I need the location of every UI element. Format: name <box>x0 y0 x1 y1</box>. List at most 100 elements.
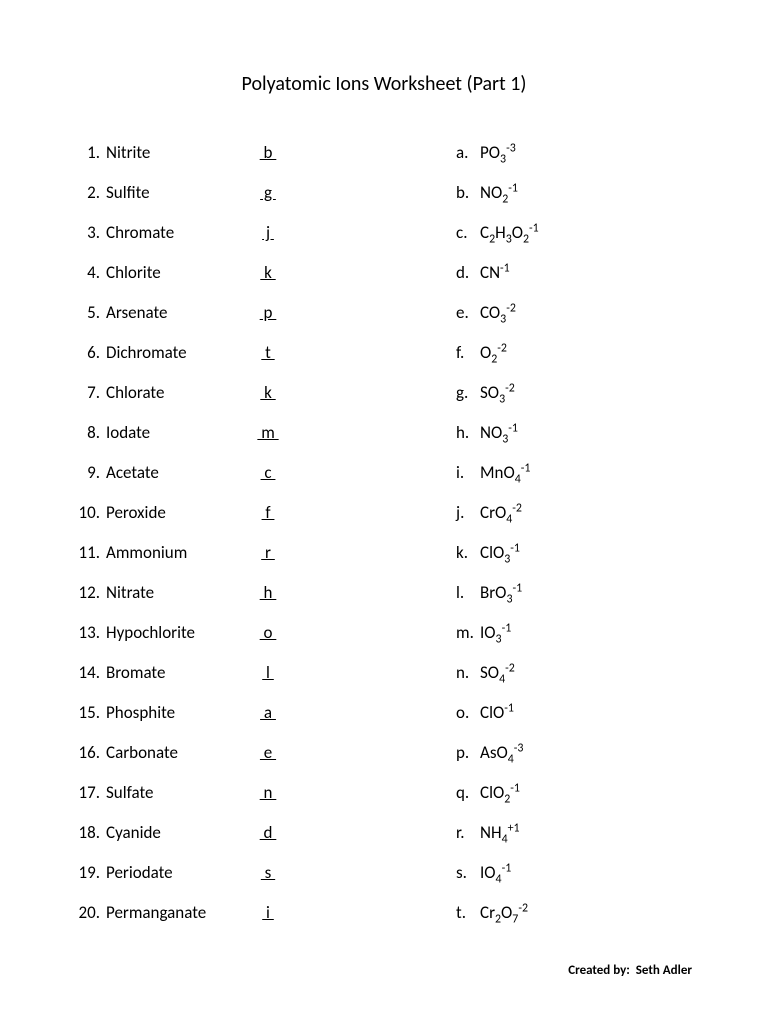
answer-letter: f <box>262 504 275 521</box>
answer-letter: k <box>260 384 275 401</box>
option-letter: s. <box>456 864 480 881</box>
answer-letter: a <box>260 704 276 721</box>
chemical-formula: O2-2 <box>480 344 692 361</box>
answer-letter: h <box>260 584 277 601</box>
item-number: 14. <box>76 664 106 681</box>
ion-name: Chlorate <box>106 384 246 401</box>
option-letter: f. <box>456 344 480 361</box>
chemical-formula: SO3-2 <box>480 384 692 401</box>
name-row: 3.Chromate j <box>76 224 396 244</box>
name-row: 1.Nitrite b <box>76 144 396 164</box>
option-letter: p. <box>456 744 480 761</box>
credit-label: Created by: <box>568 963 630 978</box>
name-row: 10.Peroxide f <box>76 504 396 524</box>
ion-name: Bromate <box>106 664 246 681</box>
answer-letter: m <box>257 424 278 441</box>
chemical-formula: ClO3-1 <box>480 544 692 561</box>
credit-name: Seth Adler <box>636 963 692 978</box>
answer-letter: c <box>261 464 276 481</box>
chemical-formula: MnO4-1 <box>480 464 692 481</box>
option-letter: c. <box>456 224 480 241</box>
name-row: 15.Phosphite a <box>76 704 396 724</box>
item-number: 4. <box>76 264 106 281</box>
item-number: 3. <box>76 224 106 241</box>
name-row: 7.Chlorate k <box>76 384 396 404</box>
option-letter: i. <box>456 464 480 481</box>
name-row: 14.Bromate l <box>76 664 396 684</box>
answer-blank: o <box>246 624 290 641</box>
answer-blank: k <box>246 384 290 401</box>
chemical-formula: ClO-1 <box>480 704 692 721</box>
option-letter: t. <box>456 904 480 921</box>
option-letter: m. <box>456 624 480 641</box>
name-row: 2.Sulfite g <box>76 184 396 204</box>
names-column: 1.Nitrite b 2.Sulfite g 3.Chromate j 4. C… <box>76 144 396 944</box>
answer-blank: a <box>246 704 290 721</box>
option-letter: k. <box>456 544 480 561</box>
answer-blank: b <box>246 144 290 161</box>
answer-letter: i <box>262 904 274 921</box>
answer-letter: e <box>260 744 276 761</box>
formula-row: g.SO3-2 <box>456 384 692 404</box>
item-number: 13. <box>76 624 106 641</box>
name-row: 13.Hypochlorite o <box>76 624 396 644</box>
answer-blank: h <box>246 584 290 601</box>
worksheet-page: Polyatomic Ions Worksheet (Part 1) 1.Nit… <box>0 0 768 984</box>
answer-letter: n <box>260 784 277 801</box>
name-row: 12.Nitrate h <box>76 584 396 604</box>
chemical-formula: SO4-2 <box>480 664 692 681</box>
ion-name: Phosphite <box>106 704 246 721</box>
ion-name: Sulfate <box>106 784 246 801</box>
option-letter: o. <box>456 704 480 721</box>
formula-row: e.CO3-2 <box>456 304 692 324</box>
answer-blank: k <box>246 264 290 281</box>
chemical-formula: NO3-1 <box>480 424 692 441</box>
item-number: 17. <box>76 784 106 801</box>
chemical-formula: ClO2-1 <box>480 784 692 801</box>
answer-blank: c <box>246 464 290 481</box>
chemical-formula: C2H3O2-1 <box>480 224 692 241</box>
item-number: 1. <box>76 144 106 161</box>
answer-letter: b <box>260 144 277 161</box>
formula-row: s.IO4-1 <box>456 864 692 884</box>
chemical-formula: IO3-1 <box>480 624 692 641</box>
ion-name: Acetate <box>106 464 246 481</box>
option-letter: h. <box>456 424 480 441</box>
answer-blank: l <box>246 664 290 681</box>
option-letter: q. <box>456 784 480 801</box>
option-letter: e. <box>456 304 480 321</box>
ion-name: Sulfite <box>106 184 246 201</box>
formula-row: m.IO3-1 <box>456 624 692 644</box>
ion-name: Chromate <box>106 224 246 241</box>
ion-name: Cyanide <box>106 824 246 841</box>
name-row: 9.Acetate c <box>76 464 396 484</box>
item-number: 20. <box>76 904 106 921</box>
name-row: 6.Dichromate t <box>76 344 396 364</box>
item-number: 19. <box>76 864 106 881</box>
answer-letter: r <box>261 544 275 561</box>
answer-letter: s <box>261 864 275 881</box>
answer-letter: j <box>262 224 274 241</box>
item-number: 18. <box>76 824 106 841</box>
answer-blank: e <box>246 744 290 761</box>
name-row: 16.Carbonate e <box>76 744 396 764</box>
option-letter: r. <box>456 824 480 841</box>
formula-row: o.ClO-1 <box>456 704 692 724</box>
ion-name: Peroxide <box>106 504 246 521</box>
name-row: 19.Periodate s <box>76 864 396 884</box>
answer-blank: r <box>246 544 290 561</box>
chemical-formula: NH4+1 <box>480 824 692 841</box>
formula-row: k.ClO3-1 <box>456 544 692 564</box>
answer-blank: t <box>246 344 290 361</box>
chemical-formula: AsO4-3 <box>480 744 692 761</box>
formula-row: l.BrO3-1 <box>456 584 692 604</box>
chemical-formula: CO3-2 <box>480 304 692 321</box>
name-row: 20.Permanganate i <box>76 904 396 924</box>
option-letter: a. <box>456 144 480 161</box>
ion-name: Nitrate <box>106 584 246 601</box>
ion-name: Periodate <box>106 864 246 881</box>
answer-blank: p <box>246 304 290 321</box>
answer-letter: p <box>260 304 277 321</box>
formula-row: h.NO3-1 <box>456 424 692 444</box>
answer-blank: d <box>246 824 290 841</box>
